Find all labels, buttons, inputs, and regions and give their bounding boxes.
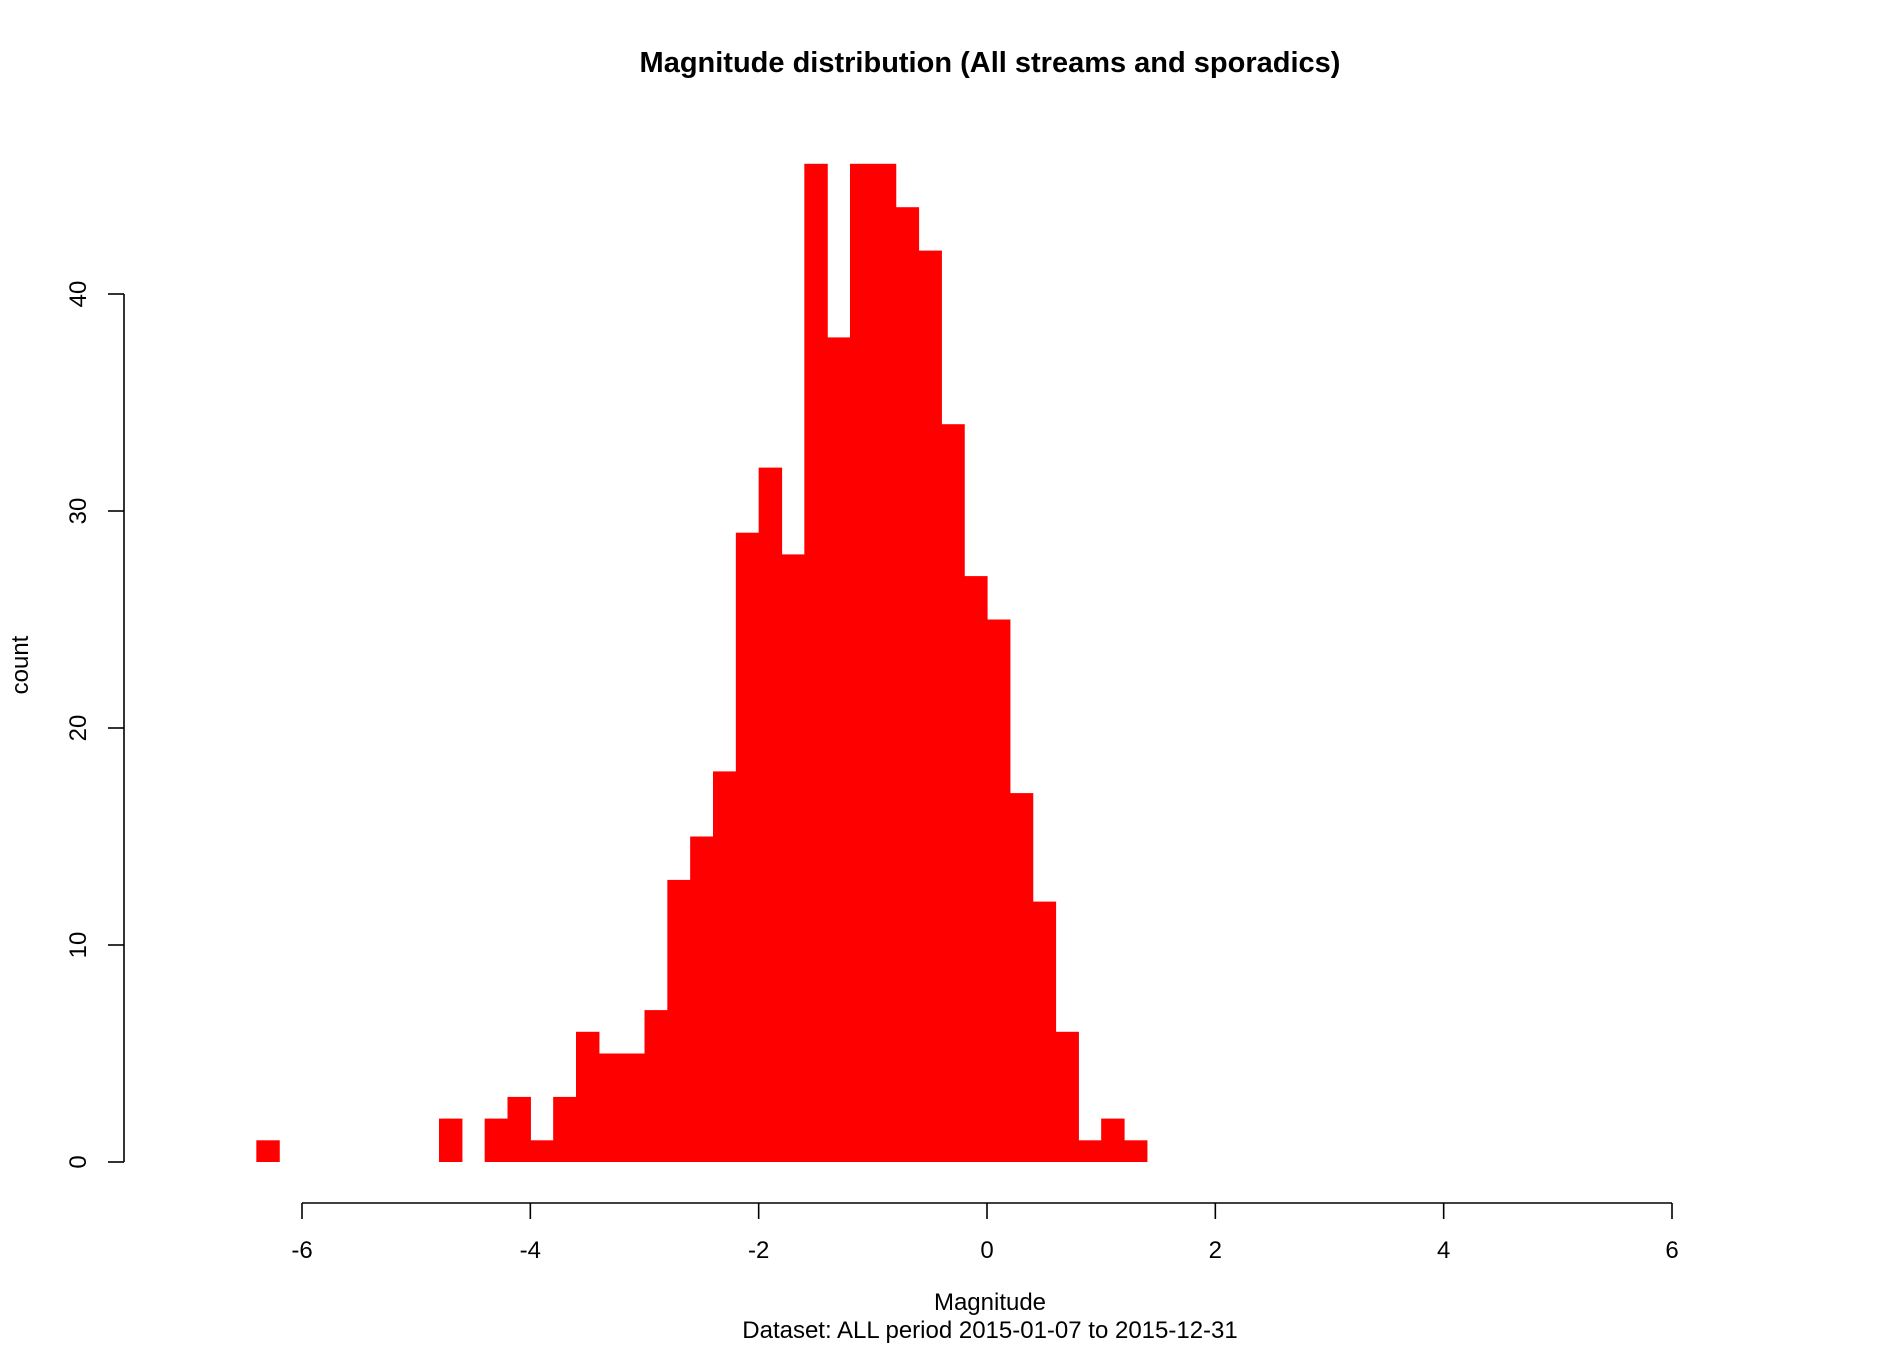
histogram-bar — [918, 250, 942, 1163]
histogram-bar — [1101, 1118, 1125, 1162]
histogram-bar — [850, 163, 874, 1163]
histogram-bar — [598, 1053, 623, 1162]
histogram-bar — [507, 1096, 531, 1162]
y-axis-label: count — [7, 635, 34, 694]
histogram-bar — [735, 532, 760, 1162]
histogram-bar — [621, 1053, 646, 1162]
histogram-bar — [1055, 1031, 1079, 1162]
histogram-bar — [256, 1140, 280, 1162]
histogram-bar — [690, 836, 714, 1162]
histogram-bar — [1032, 901, 1057, 1162]
histogram-bar — [941, 424, 965, 1162]
histogram-bar — [667, 879, 691, 1162]
histogram-bar — [781, 554, 805, 1162]
chart-subtitle: Dataset: ALL period 2015-01-07 to 2015-1… — [742, 1317, 1237, 1344]
histogram-bar — [576, 1031, 600, 1162]
histogram-bar — [530, 1140, 554, 1162]
histogram-bar — [713, 771, 737, 1162]
histogram-bar — [872, 163, 897, 1163]
x-axis: -6 -4 -2 0 2 4 6 — [291, 1202, 1679, 1264]
histogram-bar — [987, 619, 1011, 1162]
x-tick-label: 6 — [1665, 1237, 1678, 1264]
histogram-bar — [758, 467, 783, 1163]
histogram-bar — [804, 163, 828, 1163]
x-tick-label: 4 — [1437, 1237, 1450, 1264]
histogram-bar — [827, 337, 851, 1162]
x-tick-label: -4 — [520, 1237, 541, 1264]
histogram-bars — [256, 163, 1148, 1163]
x-tick-label: -2 — [748, 1237, 769, 1264]
x-tick-label: -6 — [291, 1237, 312, 1264]
y-tick-label: 0 — [65, 1155, 92, 1168]
y-tick-label: 40 — [65, 281, 92, 308]
histogram-bar — [644, 1010, 668, 1162]
y-axis: 0 10 20 30 40 — [65, 281, 125, 1169]
histogram-bar — [895, 207, 920, 1162]
x-tick-label: 2 — [1209, 1237, 1222, 1264]
y-tick-label: 20 — [65, 715, 92, 742]
histogram-bar — [1078, 1140, 1102, 1162]
histogram-bar — [439, 1118, 463, 1162]
histogram-bar — [553, 1096, 577, 1162]
histogram-bar — [1009, 793, 1034, 1162]
y-tick-label: 10 — [65, 932, 92, 959]
x-axis-label: Magnitude — [934, 1289, 1046, 1316]
chart-title: Magnitude distribution (All streams and … — [640, 47, 1341, 79]
histogram-bar — [964, 576, 988, 1162]
x-tick-label: 0 — [980, 1237, 993, 1264]
histogram-bar — [484, 1118, 509, 1162]
histogram-bar — [1124, 1140, 1148, 1162]
y-tick-label: 30 — [65, 498, 92, 525]
